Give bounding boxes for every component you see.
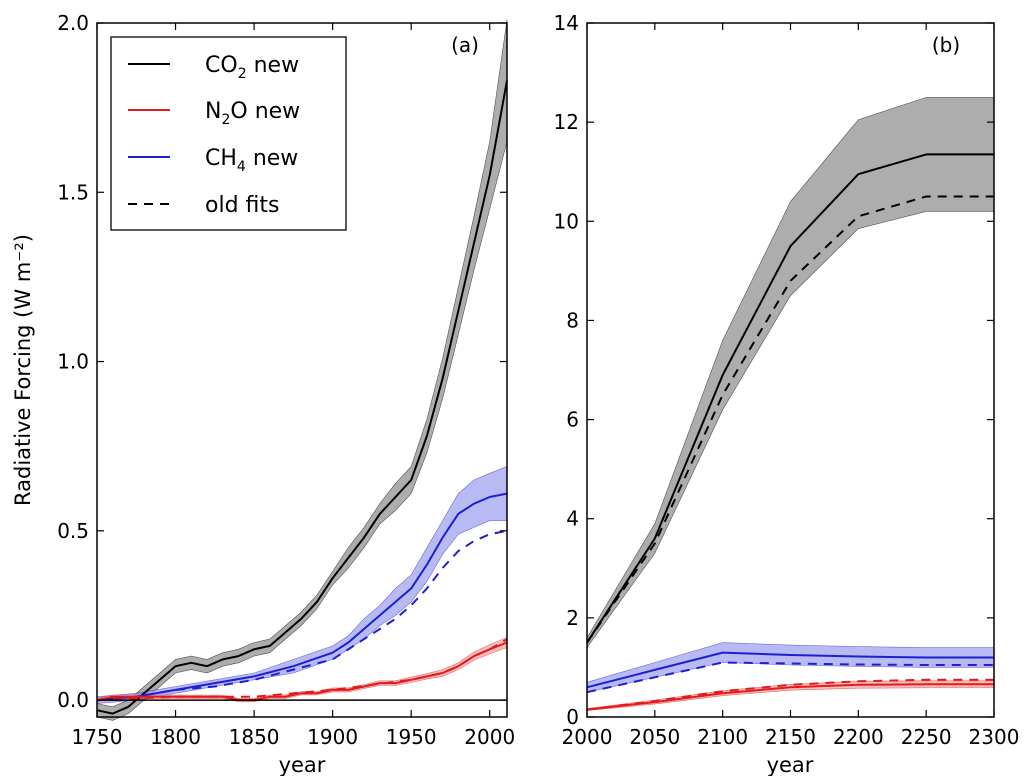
panel-b-y-tick-label: 8 [566,308,579,332]
legend-entry-co2: CO2 new [128,53,299,82]
panel-a-x-axis-title: year [279,753,326,776]
panel-a-x-tick-label: 2000 [464,725,515,749]
legend-label-ch4: CH4 new [205,146,298,175]
panel-b-y-tick-label: 4 [566,507,579,531]
panel-b-x-axis-title: year [767,753,814,776]
legend-box [110,36,347,231]
panel-a: 1750 1800 1850 1900 1950 20000.00.51.01.52.0 … [57,11,515,776]
panel-a-ticks: 1750 1800 1850 1900 1950 2000 0.0 0.5 1.0 1.5 2.0 [57,11,515,749]
panel-b-label: (b) [932,33,960,57]
panel-b-bands [586,97,995,711]
panel-a-n2o-old-fit-line [96,638,508,702]
panel-a-y-tick-label: 0.0 [57,688,89,712]
panel-a-lines [96,80,508,715]
panel-a-x-tick-label: 1900 [307,725,358,749]
panel-a-y-tick-label: 0.5 [57,519,89,543]
y-axis-title: Radiative Forcing (W m⁻²) [11,234,35,506]
panel-b-co2-new-line [586,153,994,644]
panel-b-y-tick-label: 14 [554,11,579,35]
panel-b-lines [586,153,994,711]
panel-b: 2000 2050 2100 2150 2200 2250 230002468101214 … [554,11,1020,776]
panel-a-ch4-new-line [96,492,508,702]
panel-b-co2-uncertainty-band [586,97,995,649]
panel-b-x-tick-label: 2050 [629,725,680,749]
panel-a-y-tick-label: 1.0 [57,350,89,374]
legend-label-old-fits: old fits [205,193,279,218]
legend-entry-n2o: N2O new [128,99,300,128]
panel-b-x-tick-label: 2200 [833,725,884,749]
panel-b-y-tick-label: 10 [554,209,579,233]
panel-b-x-tick-label: 2250 [901,725,952,749]
panel-b-n2o-old-fit-line [586,678,994,711]
panel-a-y-tick-label: 1.5 [57,180,89,204]
panel-b-x-tick-label: 2000 [562,725,613,749]
panel-b-ch4-old-fit-line [586,661,994,694]
panel-a-ch4-uncertainty-band [96,466,508,704]
legend-label-co2: CO2 new [205,53,299,82]
panel-a-x-tick-label: 1850 [229,725,280,749]
panel-b-y-tick-label: 2 [566,606,579,630]
panel-a-ch4-old-fit-line [96,529,508,702]
panel-a-label: (a) [451,33,479,57]
legend-entry-ch4: CH4 new [128,146,298,175]
panel-a-x-tick-label: 1800 [150,725,201,749]
panel-b-x-tick-label: 2300 [969,725,1020,749]
panel-b-co2-old-fit-line [586,195,994,644]
legend-label-n2o: N2O new [205,99,300,128]
panel-b-y-tick-label: 6 [566,408,579,432]
panel-a-co2-new-line [96,80,508,715]
panel-a-x-tick-label: 1750 [72,725,123,749]
panel-b-ch4-new-line [586,651,994,689]
panel-b-y-tick-label: 0 [566,705,579,729]
panel-b-x-tick-label: 2100 [697,725,748,749]
panel-b-ticks: 2000 2050 2100 2150 2200 2250 2300 0 2 4 6 8 10 12 14 [554,11,1020,749]
panel-a-y-tick-label: 2.0 [57,11,89,35]
legend: CO2 new N2O new CH4 new old fits [110,36,347,231]
panel-a-frame [96,22,508,718]
panel-a-x-tick-label: 1950 [386,725,437,749]
panel-b-y-tick-label: 12 [554,110,579,134]
panel-b-x-tick-label: 2150 [765,725,816,749]
legend-entry-old-fits: old fits [128,193,279,218]
